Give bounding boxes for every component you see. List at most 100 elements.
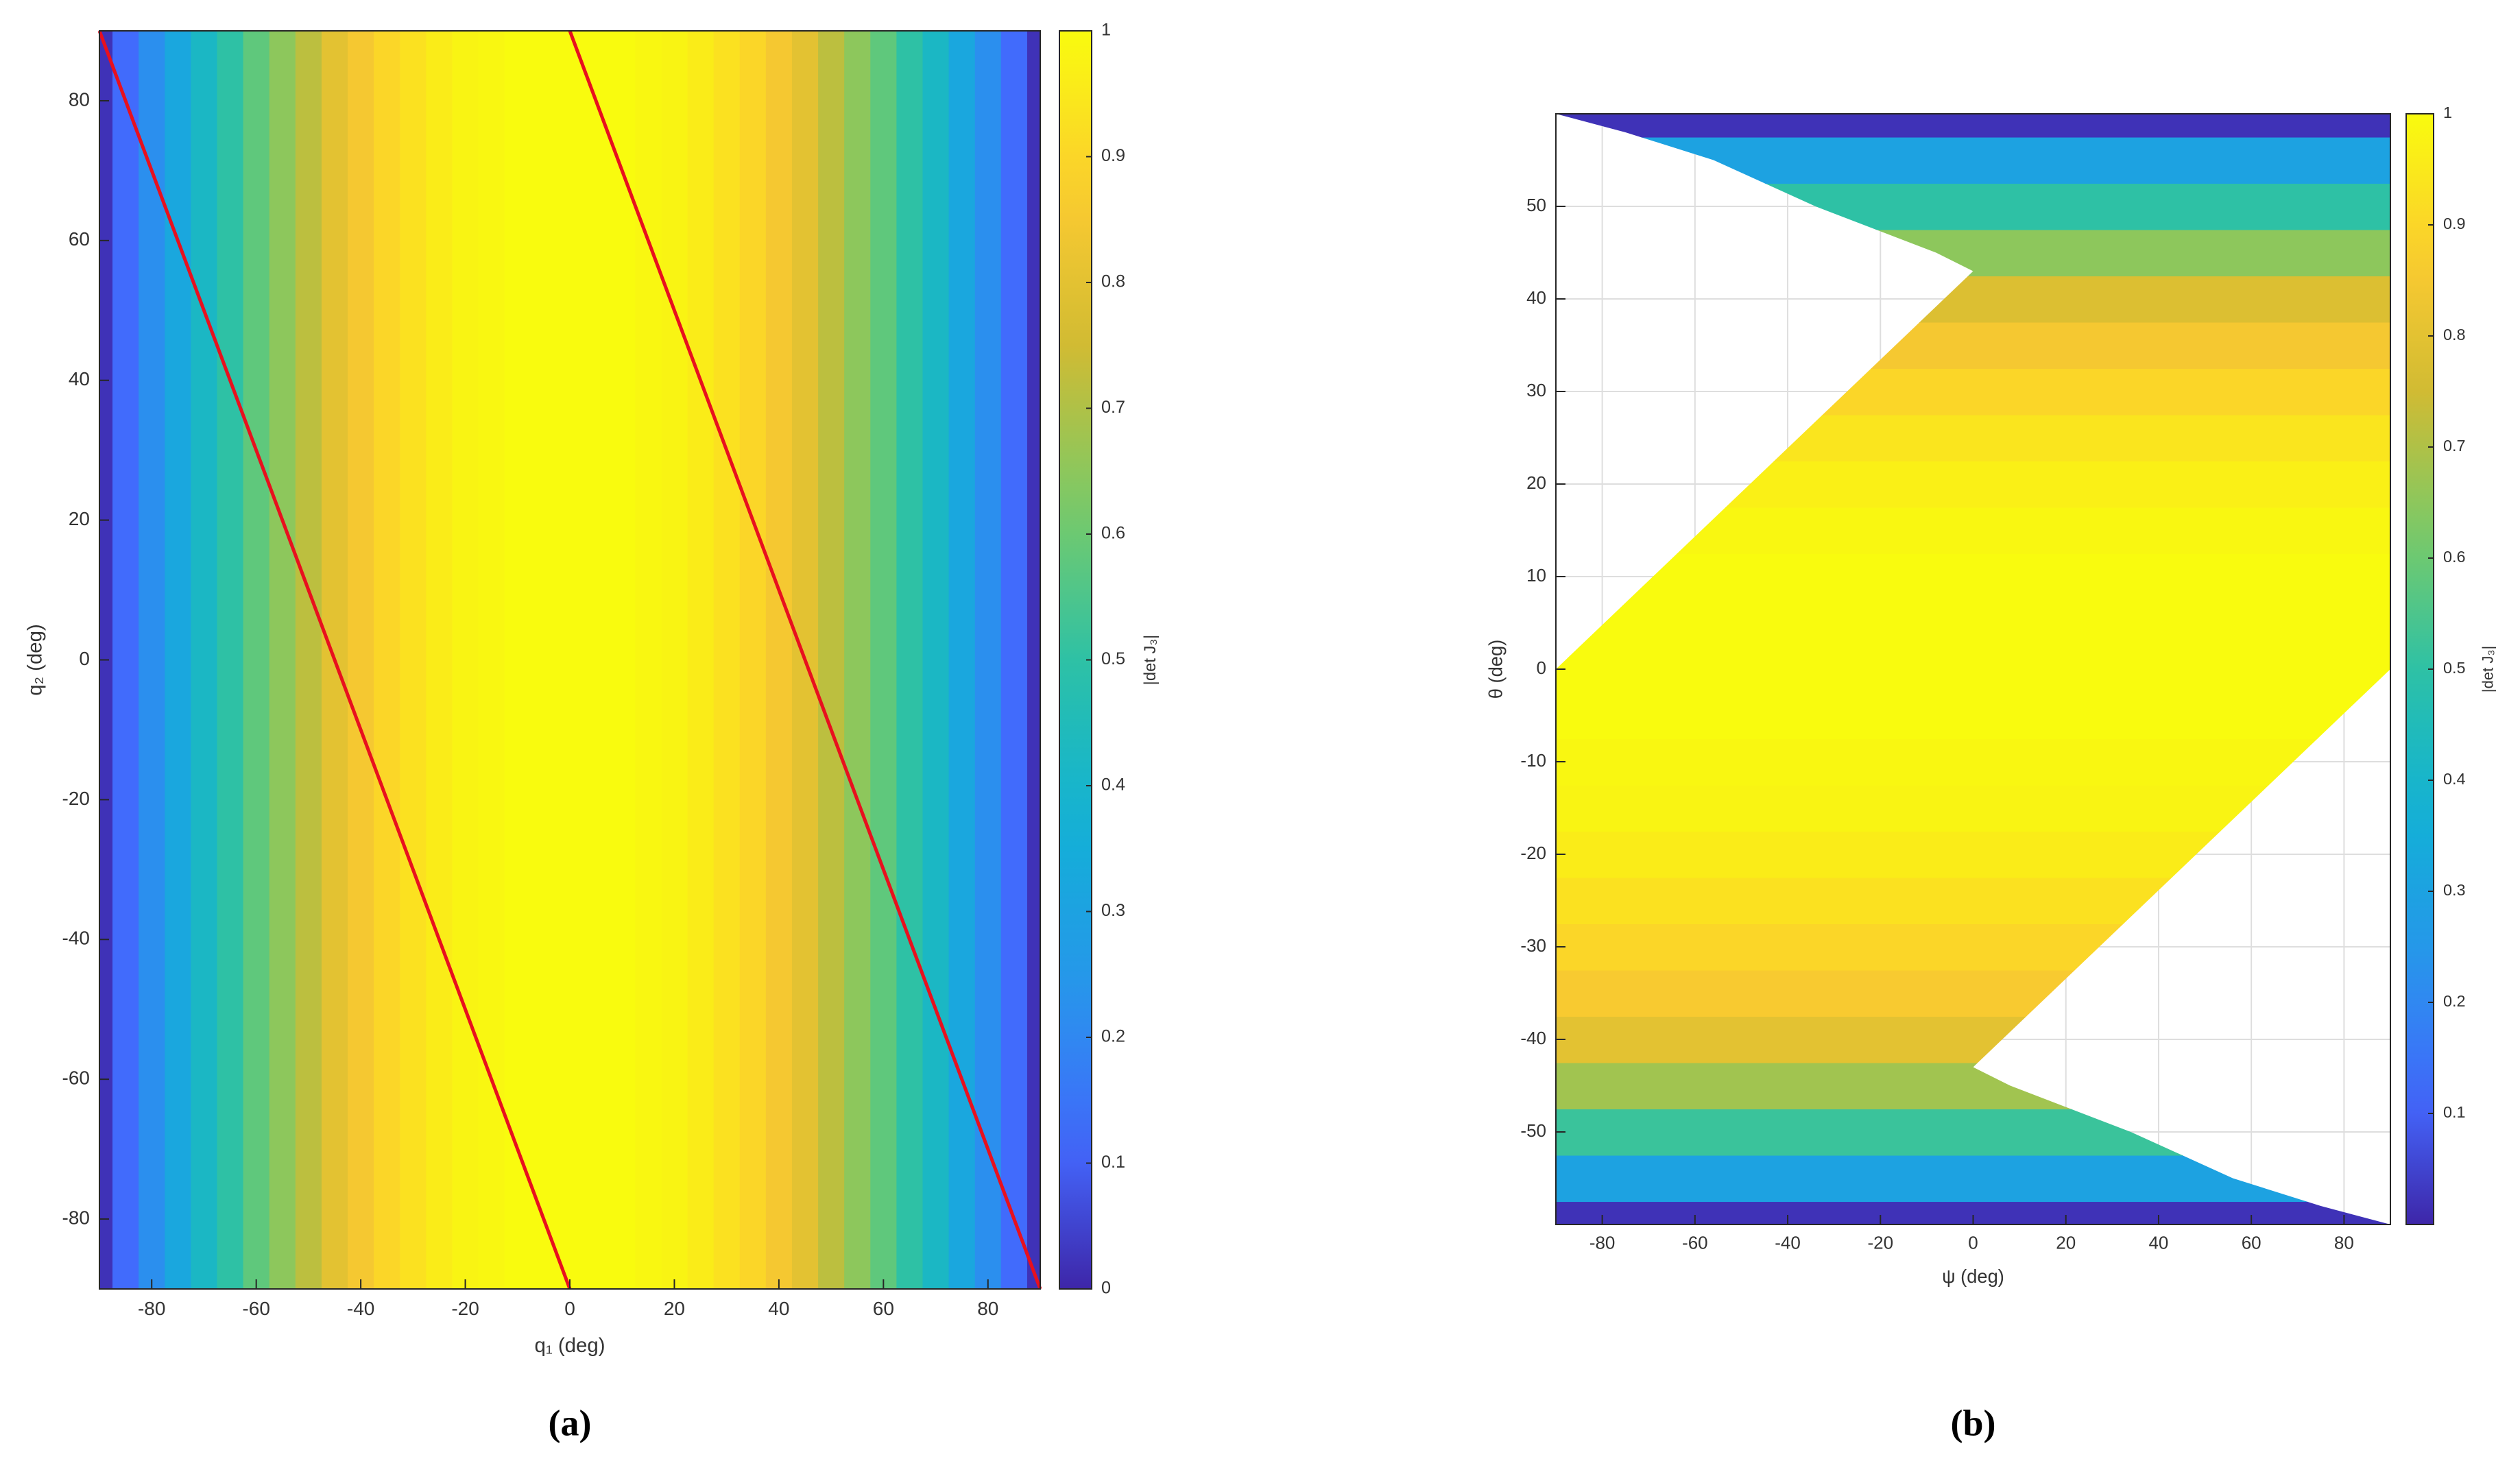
heatmap-cell [1556, 414, 2390, 462]
y-tick-label: -80 [62, 1207, 90, 1228]
heatmap-cell [1556, 738, 2390, 786]
y-tick-label: 10 [1526, 565, 1546, 586]
heatmap-cell [556, 31, 584, 1289]
colorbar-tick-label: 1 [1101, 21, 1111, 40]
heatmap-cell [139, 31, 166, 1289]
heatmap-cell [1556, 692, 2390, 740]
heatmap-cell [765, 31, 793, 1289]
colorbar-tick-label: 0.5 [1101, 649, 1125, 668]
colorbar-label: |det J₃| [2479, 646, 2496, 692]
y-tick-label: 50 [1526, 195, 1546, 215]
heatmap-cell [661, 31, 688, 1289]
heatmap-cell [426, 31, 453, 1289]
colorbar-tick-label: 0.6 [2443, 548, 2466, 566]
y-tick-label: 0 [1537, 657, 1546, 678]
heatmap-cell [504, 31, 531, 1289]
heatmap-cell [1556, 1062, 2390, 1110]
heatmap-cell [687, 31, 715, 1289]
y-axis-label: θ (deg) [1485, 640, 1506, 699]
heatmap-cell [1556, 969, 2390, 1017]
x-tick-label: -80 [1589, 1232, 1616, 1253]
colorbar-tick-label: 0.2 [1101, 1027, 1125, 1046]
heatmap-cell [1556, 599, 2390, 647]
y-tick-label: 40 [1526, 287, 1546, 308]
x-tick-label: 20 [664, 1298, 685, 1319]
colorbar-label: |det J₃| [1141, 635, 1160, 686]
heatmap-cell [1556, 136, 2390, 184]
y-tick-label: 60 [69, 228, 90, 250]
x-tick-label: -40 [347, 1298, 374, 1319]
colorbar-tick-label: 1 [2443, 104, 2452, 121]
heatmap-cell [1556, 114, 2390, 138]
x-tick-label: 80 [2334, 1232, 2354, 1253]
heatmap-cell [452, 31, 479, 1289]
colorbar-tick-label: 0.7 [1101, 398, 1125, 417]
y-tick-label: 0 [79, 648, 90, 669]
heatmap-cell [609, 31, 636, 1289]
heatmap-cell [112, 31, 139, 1289]
heatmap [1556, 114, 2390, 1224]
colorbar-tick-label: 0.6 [1101, 524, 1125, 543]
heatmap-cell [243, 31, 270, 1289]
colorbar-tick-label: 0.4 [2443, 770, 2466, 788]
y-axis-label: q₂ (deg) [23, 624, 46, 696]
y-tick-label: -30 [1520, 935, 1546, 956]
heatmap-cell [348, 31, 374, 1289]
colorbar-tick-label: 0.7 [2443, 437, 2466, 455]
y-tick-label: 80 [69, 88, 90, 110]
heatmap-cell [269, 31, 296, 1289]
heatmap-cell [844, 31, 872, 1289]
y-tick-label: -60 [62, 1067, 90, 1089]
colorbar-tick-label: 0.2 [2443, 992, 2466, 1010]
x-axis-label: q₁ (deg) [534, 1334, 605, 1357]
heatmap-cell [1556, 507, 2390, 555]
heatmap-cell [1556, 784, 2390, 832]
heatmap-cell [870, 31, 898, 1289]
heatmap-cell [191, 31, 218, 1289]
x-tick-label: 20 [2056, 1232, 2076, 1253]
colorbar-tick-label: 0.1 [2443, 1103, 2466, 1121]
heatmap-cell [583, 31, 610, 1289]
y-tick-label: -20 [1520, 843, 1546, 863]
y-tick-label: 20 [69, 508, 90, 529]
colorbar-tick-label: 0.3 [1101, 901, 1125, 920]
panel-caption: (a) [549, 1402, 592, 1443]
heatmap-cell [530, 31, 557, 1289]
y-tick-label: -40 [1520, 1028, 1546, 1048]
colorbar-tick-label: 0.4 [1101, 775, 1125, 795]
colorbar-tick-label: 0.8 [1101, 272, 1125, 291]
heatmap-cell [295, 31, 322, 1289]
heatmap-cell [1027, 31, 1040, 1289]
colorbar-tick-label: 0.9 [1101, 146, 1125, 165]
heatmap-cell [739, 31, 767, 1289]
y-tick-label: -50 [1520, 1120, 1546, 1141]
heatmap-cell [974, 31, 1002, 1289]
heatmap-cell [1556, 229, 2390, 277]
heatmap-cell [1000, 31, 1028, 1289]
x-tick-label: 80 [977, 1298, 998, 1319]
colorbar-tick-label: 0.3 [2443, 881, 2466, 899]
heatmap-cell [896, 31, 924, 1289]
x-tick-label: -20 [451, 1298, 479, 1319]
x-tick-label: 0 [564, 1298, 575, 1319]
y-tick-label: 30 [1526, 380, 1546, 400]
heatmap-cell [1556, 1155, 2390, 1203]
colorbar-tick-label: 0.9 [2443, 215, 2466, 232]
x-tick-label: -60 [242, 1298, 269, 1319]
panel-caption: (b) [1951, 1402, 1996, 1443]
y-tick-label: 20 [1526, 472, 1546, 493]
colorbar-tick-label: 0.8 [2443, 326, 2466, 343]
x-axis-label: ψ (deg) [1942, 1266, 2004, 1287]
x-tick-label: 0 [1968, 1232, 1978, 1253]
heatmap-cell [922, 31, 950, 1289]
heatmap [99, 31, 1040, 1289]
heatmap-cell [1556, 646, 2390, 693]
x-tick-label: -20 [1867, 1232, 1893, 1253]
x-tick-label: 60 [2242, 1232, 2261, 1253]
heatmap-cell [1556, 553, 2390, 601]
x-tick-label: 40 [768, 1298, 789, 1319]
colorbar-tick-label: 0.1 [1101, 1153, 1125, 1172]
heatmap-cell [1556, 877, 2390, 925]
heatmap-cell [818, 31, 845, 1289]
